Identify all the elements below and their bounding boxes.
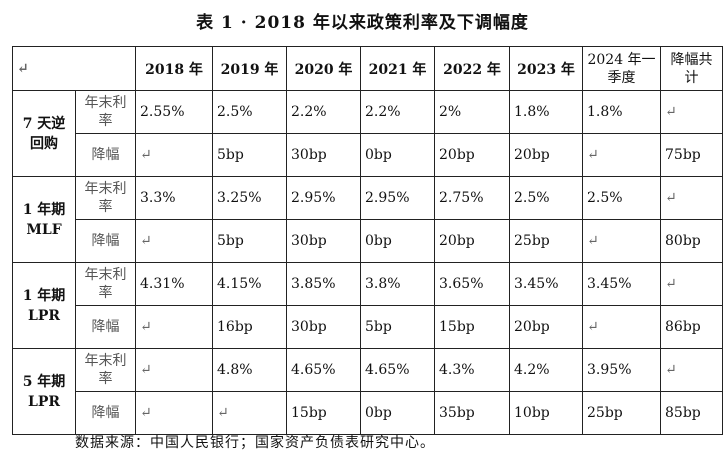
header-corner: ↵ [11,46,137,91]
row-group-label: 1 年期 LPR [12,262,76,349]
cut-cell: ↵ [135,305,214,349]
table-row: 5 年期 LPR 年末利率 ↵ 4.8% 4.65% 4.65% 4.3% 4.2% 3.95%… [12,348,724,435]
cut-cell: 0bp [360,219,436,263]
header-row: ↵ 2018 年 2019 年 2020 年 2021 年 2022 年 202… [11,46,724,91]
rate-cell: 2.75% [434,176,511,220]
row-group-label: 5 年期 LPR [12,348,76,435]
row-sublabel-rate: 年末利率 [74,262,137,306]
cut-cell: 20bp [509,133,584,177]
rate-cell: 2.5% [212,90,288,134]
cut-cell: 0bp [360,133,436,177]
table-row: 降幅 ↵ 5bp 30bp 0bp 20bp 25bp ↵ 80bp [13,219,724,263]
row-sublabel-rate: 年末利率 [74,176,137,220]
cut-cell: ↵ [135,391,214,435]
rate-cell: ↵ [660,348,724,392]
row-sublabel-cut: 降幅 [74,391,137,435]
header-year-2018: 2018 年 [135,46,214,91]
header-year-2020: 2020 年 [286,46,362,91]
cut-cell: 25bp [582,391,662,435]
table-row: 降幅 ↵ 16bp 30bp 5bp 15bp 20bp ↵ 86bp [13,305,724,349]
header-total-cut: 降幅共计 [660,46,724,91]
cut-cell: 15bp [434,305,511,349]
rate-cell: 2% [434,90,511,134]
row-sublabel-cut: 降幅 [74,305,137,349]
cut-cell: 85bp [660,391,724,435]
cut-cell: ↵ [582,133,662,177]
cut-cell: 30bp [286,219,362,263]
rate-cell: 4.2% [509,348,584,392]
cut-cell: ↵ [582,219,662,263]
cut-cell: 20bp [434,219,511,263]
rate-cell: 3.3% [135,176,214,220]
cut-cell: 30bp [286,305,362,349]
cut-cell: 75bp [660,133,724,177]
table-title: 表 1 · 2018 年以来政策利率及下调幅度 [196,13,529,33]
row-sublabel-cut: 降幅 [74,133,137,177]
cut-cell: 80bp [660,219,724,263]
rate-cell: 3.45% [582,262,662,306]
cut-cell: ↵ [135,219,214,263]
rate-cell: ↵ [135,348,214,392]
cut-cell: 25bp [509,219,584,263]
rate-cell: 4.65% [286,348,362,392]
cut-cell: ↵ [212,391,288,435]
row-sublabel-rate: 年末利率 [74,90,137,134]
rate-cell: 1.8% [509,90,584,134]
source-note: 数据来源：中国人民银行；国家资产负债表研究中心。 [75,435,435,451]
rate-cell: 4.65% [360,348,436,392]
cut-cell: 30bp [286,133,362,177]
cut-cell: 16bp [212,305,288,349]
rate-cell: 2.5% [582,176,662,220]
cut-cell: 5bp [360,305,436,349]
header-year-2021: 2021 年 [360,46,436,91]
policy-rate-table: ↵ 2018 年 2019 年 2020 年 2021 年 2022 年 202… [11,46,724,435]
rate-cell: 4.8% [212,348,288,392]
rate-cell: 3.65% [434,262,511,306]
rate-cell: 4.3% [434,348,511,392]
table-row: 降幅 ↵ 5bp 30bp 0bp 20bp 20bp ↵ 75bp [13,133,724,177]
rate-cell: 3.8% [360,262,436,306]
cut-cell: 86bp [660,305,724,349]
rate-cell: 2.55% [135,90,214,134]
rate-cell: 2.95% [286,176,362,220]
table-row: 1 年期 MLF 年末利率 3.3% 3.25% 2.95% 2.95% 2.75% 2.5%… [12,176,724,263]
rate-cell: 3.85% [286,262,362,306]
rate-cell: 3.45% [509,262,584,306]
rate-cell: 1.8% [582,90,662,134]
table-row: 1 年期 LPR 年末利率 4.31% 4.15% 3.85% 3.8% 3.65% 3.45… [12,262,724,349]
cut-cell: 20bp [509,305,584,349]
cut-cell: 10bp [509,391,584,435]
cut-cell: 5bp [212,133,288,177]
header-2024-q1: 2024 年一季度 [582,46,662,91]
row-sublabel-cut: 降幅 [74,219,137,263]
cut-cell: ↵ [582,305,662,349]
rate-cell: 2.5% [509,176,584,220]
table-row: 7 天逆回购 年末利率 2.55% 2.5% 2.2% 2.2% 2% 1.8% 1.8% ↵ [12,90,724,177]
rate-cell: 4.31% [135,262,214,306]
rate-cell: 3.25% [212,176,288,220]
cut-cell: 35bp [434,391,511,435]
row-group-label: 1 年期 MLF [12,176,76,263]
rate-cell: 2.95% [360,176,436,220]
header-year-2019: 2019 年 [212,46,288,91]
row-group-label: 7 天逆回购 [12,90,76,177]
rate-cell: 3.95% [582,348,662,392]
table-row: 降幅 ↵ ↵ 15bp 0bp 35bp 10bp 25bp 85bp [13,391,724,435]
cut-cell: ↵ [135,133,214,177]
rate-cell: 4.15% [212,262,288,306]
rate-cell: ↵ [660,262,724,306]
cut-cell: 5bp [212,219,288,263]
cut-cell: 15bp [286,391,362,435]
rate-cell: ↵ [660,176,724,220]
cut-cell: 0bp [360,391,436,435]
row-sublabel-rate: 年末利率 [74,348,137,392]
header-year-2022: 2022 年 [434,46,511,91]
rate-cell: 2.2% [286,90,362,134]
rate-cell: 2.2% [360,90,436,134]
rate-cell: ↵ [660,90,724,134]
header-year-2023: 2023 年 [509,46,584,91]
cut-cell: 20bp [434,133,511,177]
